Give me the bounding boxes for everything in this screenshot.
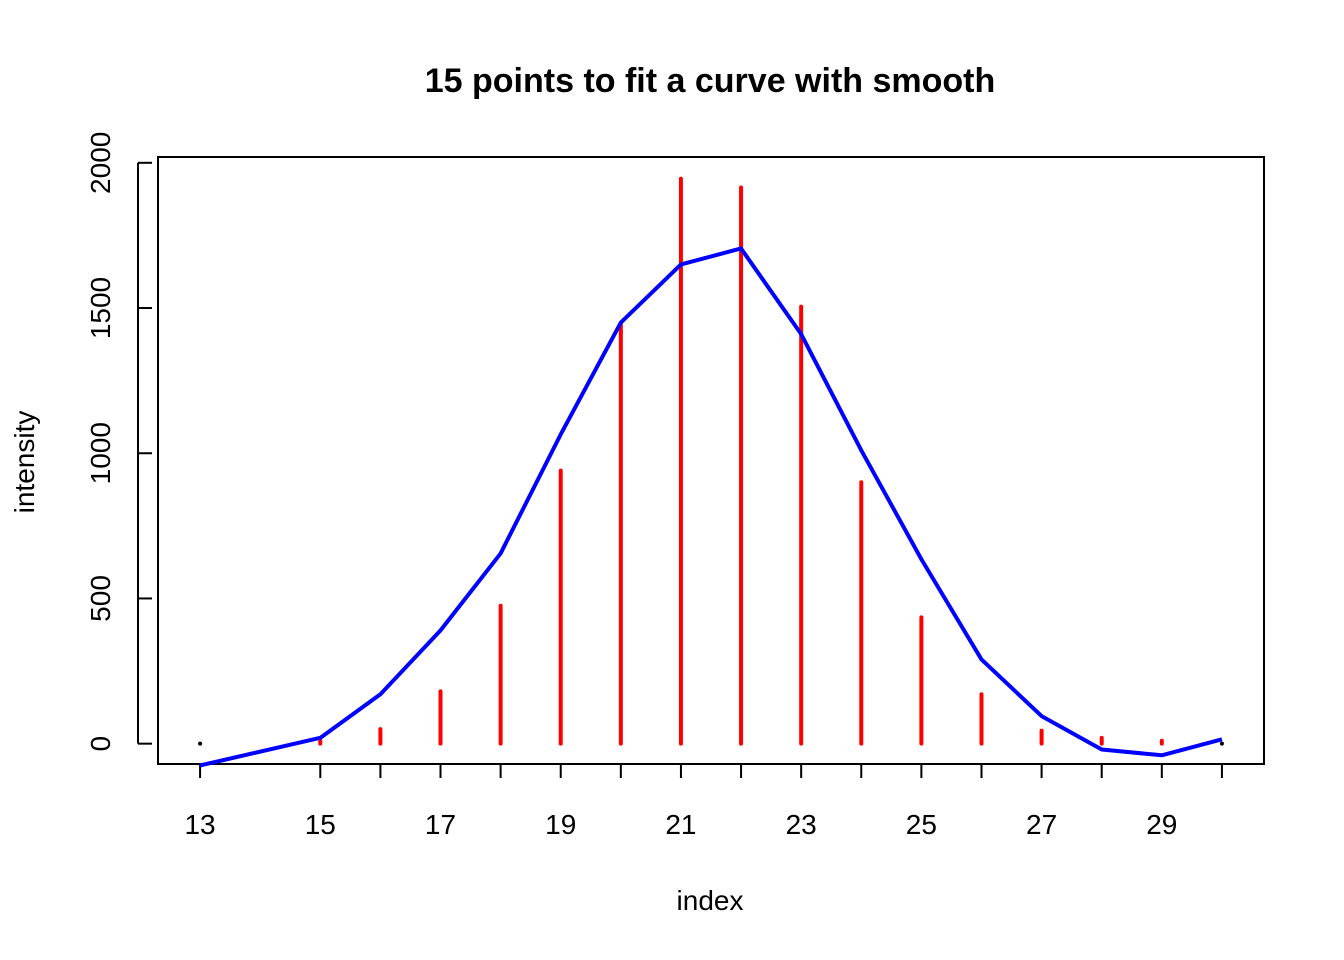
y-tick-label: 1500 [85,277,116,339]
point-series [198,741,1224,746]
x-tick-label: 17 [425,809,456,840]
x-tick-label: 23 [786,809,817,840]
x-axis-label: index [677,885,744,916]
x-tick-label: 19 [545,809,576,840]
x-tick-label: 15 [305,809,336,840]
x-tick-label: 29 [1146,809,1177,840]
y-tick-label: 2000 [85,132,116,194]
x-axis: 13 15 17 19 21 23 25 27 29 [184,763,1223,840]
x-tick-label: 13 [184,809,215,840]
y-axis-label: intensity [9,411,40,514]
chart-title: 15 points to fit a curve with smooth [425,62,996,100]
data-point [198,741,203,746]
smooth-curve-line [199,246,1223,768]
x-tick-label: 25 [906,809,937,840]
x-tick-label: 21 [665,809,696,840]
plot-frame [157,156,1265,765]
smooth-curve-series [199,246,1223,768]
x-tick-label: 27 [1026,809,1057,840]
y-tick-label: 1000 [85,422,116,484]
y-tick-label: 0 [85,736,116,752]
y-axis: 0 500 1000 1500 2000 [85,132,152,752]
y-tick-label: 500 [85,575,116,622]
data-point [1219,741,1224,746]
spike-series [318,176,1164,746]
